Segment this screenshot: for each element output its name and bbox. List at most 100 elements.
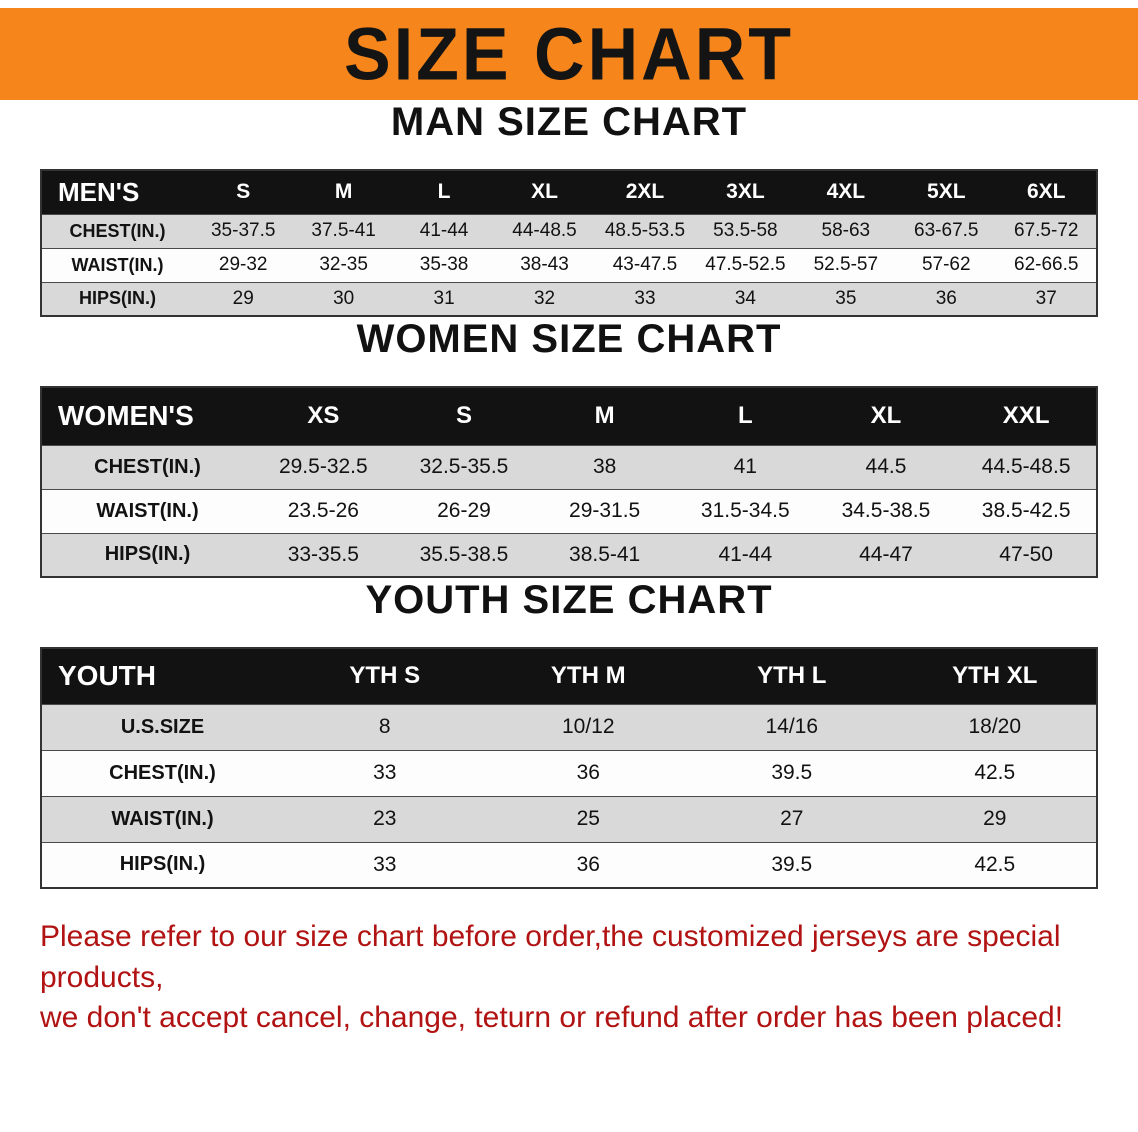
size-value-cell: 67.5-72 <box>1014 220 1079 241</box>
size-column-header: M <box>293 170 394 214</box>
size-column-header: YTH S <box>283 648 487 704</box>
size-value-cell: 34 <box>734 287 756 309</box>
size-value-cell: 38 <box>592 455 617 478</box>
row-label: WAIST(IN.) <box>71 254 164 275</box>
size-value-cell: 43-47.5 <box>612 254 678 275</box>
size-value-cell: 62-66.5 <box>1014 254 1079 275</box>
size-value-cell: 44-48.5 <box>512 220 577 241</box>
size-value-cell: 58-63 <box>821 220 871 241</box>
size-column-header: M <box>534 387 675 445</box>
row-label: HIPS(IN.) <box>104 543 191 566</box>
size-value-cell: 31.5-34.5 <box>700 499 790 522</box>
size-column-header: S <box>393 387 535 445</box>
table-row: U.S.SIZE 8 10/12 14/16 18/20 <box>41 704 1097 750</box>
page-title: SIZE CHART <box>344 12 794 96</box>
youth-section-heading: YOUTH SIZE CHART <box>365 578 773 622</box>
size-value-cell: 32-35 <box>319 254 368 275</box>
table-row: WAIST(IN.) 23 25 27 29 <box>41 796 1097 842</box>
table-row: HIPS(IN.) 33 36 39.5 42.5 <box>41 842 1097 888</box>
size-column-header: 5XL <box>896 170 997 214</box>
size-value-cell: 23 <box>373 807 397 830</box>
size-value-cell: 41-44 <box>718 542 773 566</box>
size-column-header: 4XL <box>795 170 897 214</box>
size-value-cell: 36 <box>576 761 600 784</box>
size-value-cell: 44.5-48.5 <box>981 455 1071 478</box>
table-row: HIPS(IN.) 33-35.5 35.5-38.5 38.5-41 41-44 44-… <box>41 533 1097 577</box>
size-value-cell: 37 <box>1035 287 1057 309</box>
table-header-row: MEN'S S M L XL 2XL 3XL 4XL 5XL 6XL <box>41 170 1097 214</box>
size-value-cell: 31 <box>433 287 455 309</box>
size-value-cell: 26-29 <box>437 499 491 522</box>
size-value-cell: 44.5 <box>865 455 907 478</box>
size-value-cell: 18/20 <box>968 715 1022 738</box>
row-label: HIPS(IN.) <box>78 288 156 309</box>
size-value-cell: 27 <box>780 807 804 830</box>
size-column-header: XL <box>815 387 957 445</box>
size-value-cell: 25 <box>576 807 600 830</box>
size-column-header: 2XL <box>594 170 696 214</box>
size-column-header: S <box>193 170 294 214</box>
size-value-cell: 42.5 <box>974 852 1016 876</box>
women-size-table: WOMEN'S XS S M L XL XXL CHEST(IN.) 29.5-32.5 32.5… <box>40 386 1098 578</box>
row-label: HIPS(IN.) <box>119 853 206 876</box>
size-column-header: YTH L <box>690 648 894 704</box>
table-row: WAIST(IN.) 29-32 32-35 35-38 38-43 43-47.5 47.… <box>41 248 1097 282</box>
size-chart-page: SIZE CHART MAN SIZE CHART MEN'S S M L XL 2XL 3… <box>0 8 1138 1039</box>
size-value-cell: 37.5-41 <box>311 220 376 241</box>
row-label: WAIST(IN.) <box>111 807 214 830</box>
row-label: CHEST(IN.) <box>94 455 201 478</box>
size-value-cell: 8 <box>378 715 391 738</box>
size-column-header: 3XL <box>695 170 796 214</box>
size-value-cell: 41 <box>733 455 757 478</box>
size-value-cell: 29-31.5 <box>569 499 641 522</box>
table-row: CHEST(IN.) 35-37.5 37.5-41 41-44 44-48.5 48.5… <box>41 214 1097 248</box>
size-value-cell: 33 <box>634 287 656 309</box>
size-value-cell: 32.5-35.5 <box>419 455 509 478</box>
youth-size-table: YOUTH YTH S YTH M YTH L YTH XL U.S.SIZE 8 10/12… <box>40 647 1098 889</box>
size-value-cell: 42.5 <box>974 761 1016 784</box>
men-section: MAN SIZE CHART MEN'S S M L XL 2XL 3XL 4XL 5XL 6XL… <box>0 100 1138 317</box>
size-value-cell: 23.5-26 <box>287 499 359 522</box>
size-value-cell: 39.5 <box>771 852 813 876</box>
size-column-header: L <box>674 387 816 445</box>
size-column-header: YTH XL <box>893 648 1097 704</box>
size-value-cell: 44-47 <box>859 542 913 566</box>
size-value-cell: 38-43 <box>520 254 569 275</box>
size-value-cell: 35-37.5 <box>210 220 276 241</box>
size-column-header: XL <box>494 170 595 214</box>
size-value-cell: 52.5-57 <box>813 254 879 275</box>
size-value-cell: 53.5-58 <box>713 220 778 241</box>
size-value-cell: 47-50 <box>999 542 1053 566</box>
women-section: WOMEN SIZE CHART WOMEN'S XS S M L XL XXL CHEST(… <box>0 317 1138 578</box>
table-corner-label: YOUTH <box>41 648 283 704</box>
table-row: WAIST(IN.) 23.5-26 26-29 29-31.5 31.5-34.5 34… <box>41 489 1097 533</box>
size-value-cell: 38.5-41 <box>569 542 641 566</box>
size-value-cell: 39.5 <box>771 761 813 784</box>
size-value-cell: 34.5-38.5 <box>841 499 931 522</box>
size-column-header: XXL <box>956 387 1097 445</box>
size-value-cell: 36 <box>576 852 600 876</box>
size-column-header: XS <box>253 387 394 445</box>
row-label: CHEST(IN.) <box>69 220 166 241</box>
row-label: CHEST(IN.) <box>109 761 216 784</box>
row-label: WAIST(IN.) <box>96 499 199 522</box>
men-size-table: MEN'S S M L XL 2XL 3XL 4XL 5XL 6XL CHEST(IN.) 35-37… <box>40 169 1098 317</box>
size-value-cell: 35 <box>835 287 857 309</box>
row-label: U.S.SIZE <box>120 715 205 738</box>
youth-section: YOUTH SIZE CHART YOUTH YTH S YTH M YTH L YTH… <box>0 578 1138 889</box>
size-value-cell: 41-44 <box>419 220 469 241</box>
size-value-cell: 33-35.5 <box>287 542 359 566</box>
men-section-heading: MAN SIZE CHART <box>390 100 748 144</box>
size-value-cell: 10/12 <box>561 715 615 738</box>
size-value-cell: 35.5-38.5 <box>419 542 509 566</box>
size-value-cell: 63-67.5 <box>914 220 979 241</box>
banner: SIZE CHART <box>0 8 1138 100</box>
table-row: CHEST(IN.) 33 36 39.5 42.5 <box>41 750 1097 796</box>
table-corner-label: MEN'S <box>41 170 193 214</box>
size-value-cell: 29-32 <box>218 254 268 275</box>
table-row: CHEST(IN.) 29.5-32.5 32.5-35.5 38 41 44.5 44.5… <box>41 445 1097 489</box>
disclaimer: Please refer to our size chart before or… <box>40 917 1118 1039</box>
women-section-heading: WOMEN SIZE CHART <box>356 317 782 361</box>
disclaimer-line-1: Please refer to our size chart before or… <box>40 920 1061 994</box>
size-value-cell: 33 <box>373 852 397 876</box>
